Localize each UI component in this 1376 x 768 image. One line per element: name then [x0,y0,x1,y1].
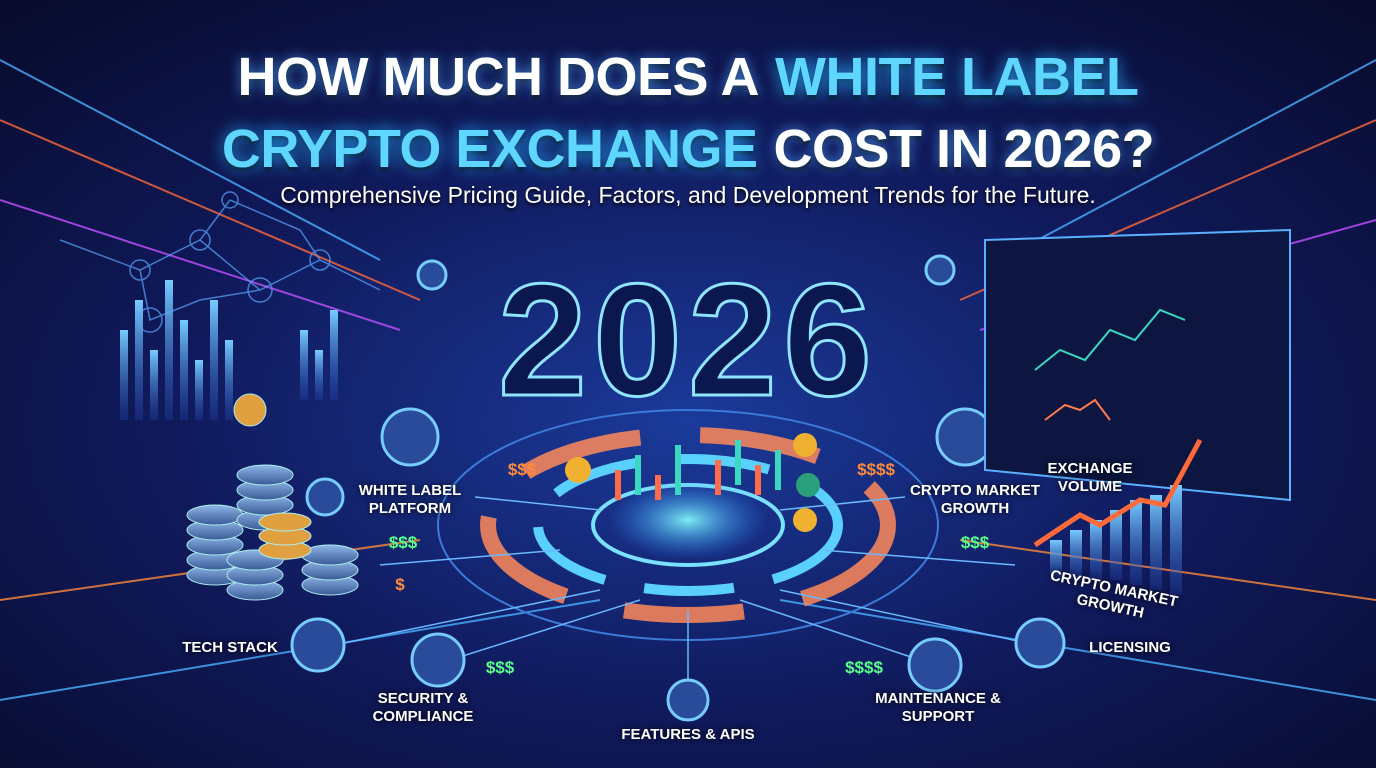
price-tag: $$$ [485,658,515,677]
left-bars [120,280,338,420]
candles [615,440,781,500]
growth-arrow [1033,438,1203,548]
feature-label: FEATURES & APIS [621,726,755,743]
price-tag: $$$ [507,460,537,479]
hero-year: 2026 [498,250,878,429]
dashboard [984,228,1291,502]
price-tag: $$$ [388,533,418,552]
feature-label: TECH STACK [182,639,278,656]
feature-label: MAINTENANCE & SUPPORT [875,690,1001,725]
price-tag: $$$$ [857,460,895,479]
title-highlight: WHITE LABEL [775,47,1139,107]
title-line: CRYPTO EXCHANGE COST IN 2026? [0,118,1376,180]
volume-bars [1050,485,1182,595]
title-highlight: CRYPTO EXCHANGE [221,119,758,179]
feature-label: SECURITY & COMPLIANCE [372,690,474,725]
title-part: COST IN 2026? [773,119,1155,179]
feature-label: CRYPTO MARKET GROWTH [909,482,1040,517]
price-tag: $ [395,575,405,594]
feature-label: LICENSING [1089,639,1171,656]
title-part: HOW MUCH DOES A [237,47,760,107]
title-line: HOW MUCH DOES A WHITE LABEL [0,46,1376,108]
subtitle: Comprehensive Pricing Guide, Factors, an… [280,182,1096,208]
network [59,191,381,333]
coin-stacks [186,254,1066,722]
price-tag: $$$$ [845,658,883,677]
feature-label: WHITE LABEL PLATFORM [358,482,462,517]
feature-label: EXCHANGE VOLUME [1047,460,1133,495]
connectors [319,496,1051,680]
price-tag: $$$ [960,533,990,552]
